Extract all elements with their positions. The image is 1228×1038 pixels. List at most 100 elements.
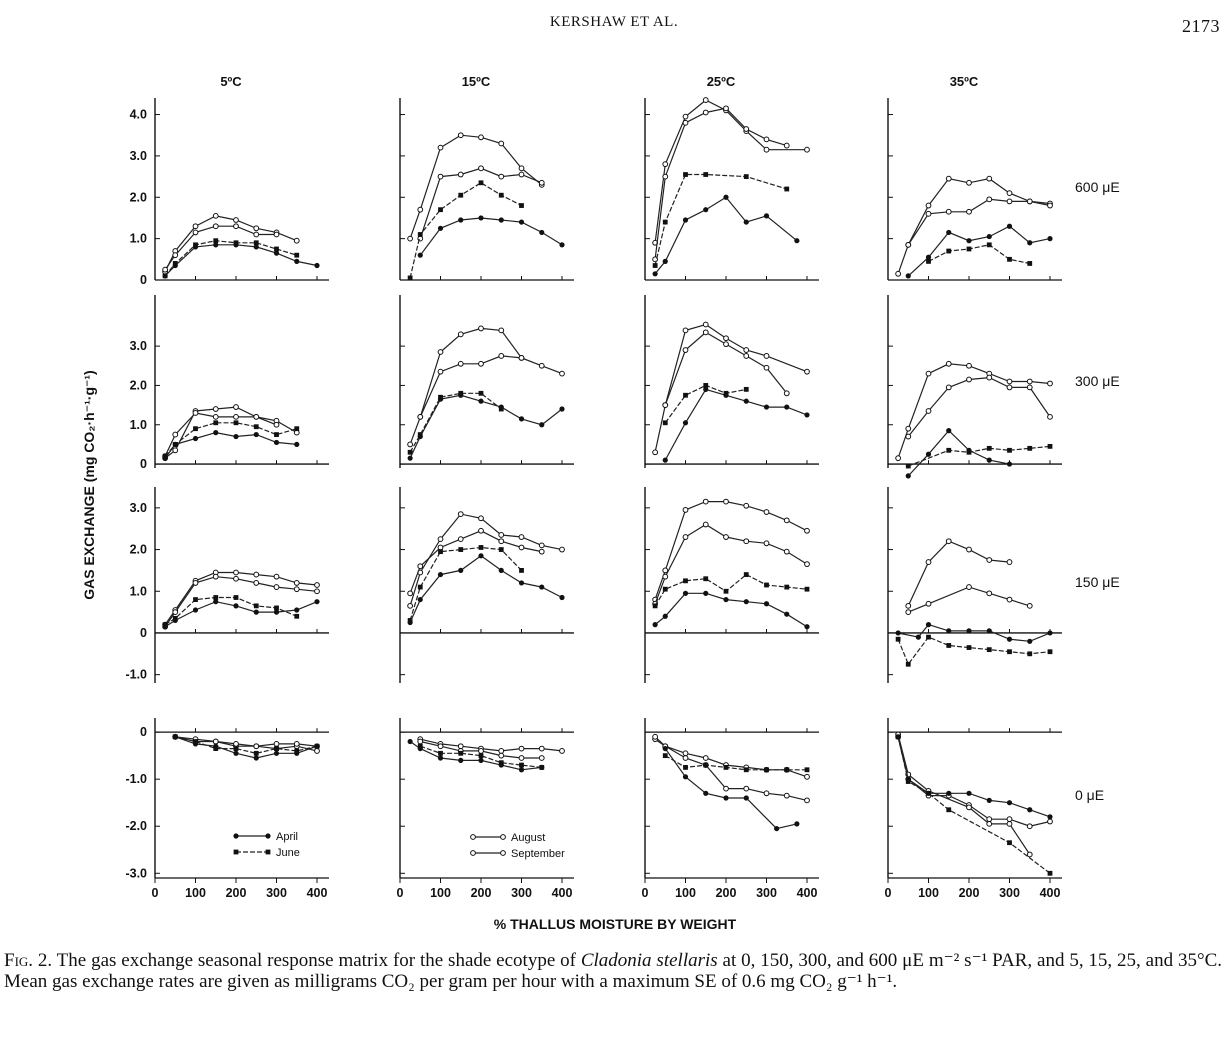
- data-point-april: [253, 609, 259, 615]
- data-point-august: [804, 797, 810, 804]
- series-line-june: [664, 755, 807, 771]
- caption-text-a: The gas exchange seasonal response matri…: [52, 950, 581, 971]
- data-point-august: [702, 521, 709, 528]
- data-point-april: [162, 273, 168, 279]
- data-point-august: [538, 179, 545, 186]
- data-point-april: [986, 457, 992, 463]
- series-line-august: [175, 736, 318, 747]
- data-point-june: [438, 207, 443, 213]
- data-point-april: [213, 599, 219, 605]
- data-point-september: [314, 582, 320, 588]
- data-point-june: [253, 424, 259, 430]
- data-point-august: [172, 252, 179, 259]
- data-point-june: [743, 572, 749, 577]
- y-tick-label: -1.0: [125, 772, 147, 786]
- data-point-june: [743, 386, 749, 392]
- data-point-april: [498, 217, 504, 223]
- series-line-august: [654, 107, 787, 260]
- data-point-august: [498, 538, 505, 545]
- data-point-august: [1026, 198, 1033, 205]
- data-point-august: [457, 536, 464, 543]
- data-point-april: [407, 455, 413, 461]
- data-point-september: [702, 755, 709, 761]
- data-point-april: [233, 242, 239, 248]
- data-point-september: [478, 515, 484, 522]
- data-point-september: [682, 507, 689, 513]
- x-tick-label: 0: [152, 886, 159, 900]
- data-point-august: [682, 347, 689, 353]
- data-point-june: [438, 549, 443, 555]
- data-point-april: [314, 599, 320, 605]
- data-point-august: [437, 368, 444, 375]
- data-point-april: [966, 628, 972, 634]
- data-point-april: [437, 755, 444, 761]
- series-line-april: [907, 429, 1010, 477]
- data-point-june: [946, 447, 952, 453]
- x-tick-label: 400: [1040, 886, 1061, 900]
- data-point-august: [905, 433, 912, 440]
- data-point-august: [518, 355, 525, 361]
- y-tick-label: 0: [140, 273, 147, 287]
- data-point-april: [273, 750, 280, 756]
- y-axis-title: GAS EXCHANGE (mg CO₂·h⁻¹·g⁻¹): [81, 370, 97, 599]
- data-point-april: [498, 567, 504, 574]
- data-point-september: [437, 144, 444, 151]
- panel-r3-c2: 0 100 200 300 400: [642, 718, 819, 900]
- data-point-april: [1047, 236, 1053, 242]
- data-point-september: [895, 455, 902, 462]
- data-point-september: [743, 502, 750, 509]
- data-point-september: [662, 567, 669, 574]
- data-point-april: [162, 455, 168, 461]
- series-line-june: [164, 596, 298, 626]
- light-level-label-1: 300 μE: [1075, 373, 1120, 389]
- y-tick-label: 2.0: [130, 378, 147, 392]
- panel-r3-c1: 0 100 200 300 400: [397, 718, 574, 900]
- data-point-august: [925, 408, 932, 414]
- figure-caption: Fig. 2. The gas exchange seasonal respon…: [4, 950, 1222, 992]
- data-point-april: [407, 619, 413, 626]
- data-point-september: [702, 97, 709, 103]
- data-point-april: [703, 790, 709, 796]
- x-tick-label: 300: [756, 886, 777, 900]
- data-point-august: [212, 573, 219, 580]
- data-point-august: [1047, 202, 1053, 209]
- series-line-april: [419, 217, 563, 256]
- legend-entry-april: April: [233, 831, 298, 843]
- data-point-april: [652, 622, 658, 628]
- data-point-august: [763, 364, 770, 371]
- data-point-august: [314, 588, 320, 595]
- data-point-april: [478, 553, 484, 559]
- data-point-april: [518, 767, 525, 773]
- data-point-june: [723, 588, 729, 594]
- data-point-april: [233, 603, 239, 609]
- data-point-september: [662, 161, 669, 168]
- data-point-april: [478, 398, 484, 404]
- series-line-april: [664, 388, 808, 461]
- data-point-april: [458, 757, 464, 763]
- data-point-september: [478, 325, 484, 332]
- series-line-june: [897, 636, 1051, 666]
- data-point-august: [662, 173, 669, 180]
- data-point-september: [212, 212, 219, 219]
- x-tick-label: 200: [716, 886, 737, 900]
- data-point-april: [946, 790, 952, 796]
- series-line-september: [164, 215, 298, 272]
- data-point-june: [478, 545, 484, 550]
- data-point-september: [253, 225, 260, 232]
- data-point-april: [273, 439, 280, 446]
- series-line-september: [897, 736, 1051, 827]
- data-point-september: [253, 571, 260, 578]
- y-tick-label: 1.0: [130, 232, 147, 246]
- panel-data-r1-c0: [162, 404, 300, 462]
- data-point-june: [703, 576, 709, 582]
- data-point-april: [763, 213, 770, 219]
- data-point-august: [702, 109, 709, 116]
- data-point-august: [162, 266, 169, 273]
- series-line-august: [654, 523, 808, 605]
- data-point-september: [966, 179, 972, 186]
- data-point-august: [1006, 198, 1013, 205]
- data-point-september: [804, 527, 810, 534]
- series-line-june: [409, 392, 502, 453]
- data-point-june: [986, 445, 992, 451]
- series-line-august: [908, 586, 1030, 613]
